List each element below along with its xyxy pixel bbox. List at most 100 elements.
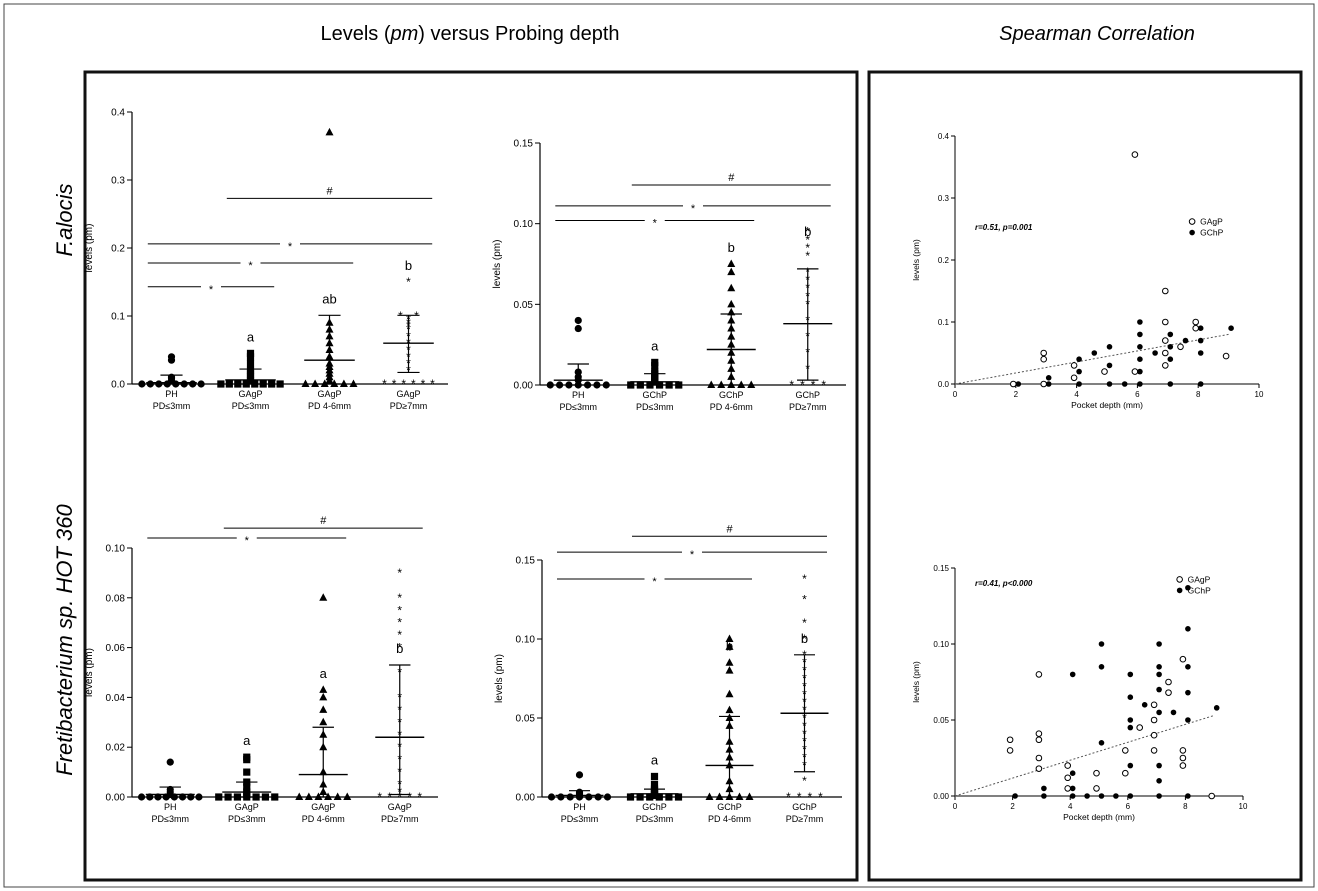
data-point bbox=[1064, 785, 1071, 792]
data-point bbox=[1185, 793, 1191, 799]
dot-plot-2: 0.00 0.02 0.04 0.06 0.08 0.10 levels (pm) PH PD≤… bbox=[84, 515, 438, 824]
data-point bbox=[246, 360, 255, 368]
x-tick-label: GChP bbox=[795, 390, 820, 400]
data-point bbox=[674, 793, 683, 801]
data-point bbox=[651, 358, 659, 367]
data-point bbox=[627, 381, 635, 389]
data-point bbox=[1098, 641, 1105, 647]
x-tick-label: PD≤3mm bbox=[636, 402, 673, 412]
y-tick-label: 0.06 bbox=[106, 643, 126, 654]
data-point bbox=[217, 380, 225, 388]
data-point: * bbox=[421, 377, 426, 391]
data-point bbox=[1179, 762, 1187, 769]
bracket-symbol: * bbox=[209, 284, 214, 296]
data-point bbox=[575, 771, 584, 779]
data-point bbox=[1131, 151, 1139, 158]
data-point bbox=[1122, 769, 1129, 777]
data-point bbox=[650, 780, 659, 788]
x-tick-label: PD≤3mm bbox=[561, 814, 598, 824]
data-point: * bbox=[397, 591, 402, 605]
x-tick-label: PH bbox=[572, 390, 585, 400]
y-tick-label: 0.02 bbox=[106, 743, 126, 754]
y-tick-label: 0.15 bbox=[516, 556, 536, 567]
data-point bbox=[650, 772, 659, 781]
significance-letter: b bbox=[405, 258, 412, 273]
y-tick-label: 0.05 bbox=[516, 714, 536, 725]
data-point bbox=[314, 792, 323, 800]
data-point bbox=[555, 381, 564, 389]
correlation-annotation: r=0.41, p<0.000 bbox=[975, 579, 1033, 588]
data-point bbox=[1182, 337, 1189, 344]
data-point bbox=[1127, 671, 1134, 678]
data-point bbox=[1064, 762, 1071, 769]
data-point bbox=[1156, 686, 1162, 693]
x-tick-label: GAgP bbox=[238, 389, 262, 399]
legend-marker bbox=[1176, 587, 1183, 594]
bracket-symbol: # bbox=[726, 523, 733, 535]
data-point bbox=[1006, 736, 1014, 744]
data-point bbox=[727, 267, 736, 276]
data-point bbox=[1093, 785, 1100, 792]
data-point: * bbox=[382, 377, 387, 391]
data-point bbox=[319, 705, 328, 713]
significance-letter: b bbox=[801, 631, 808, 646]
x-tick-label: PH bbox=[165, 389, 178, 399]
data-point bbox=[1185, 689, 1191, 696]
data-point bbox=[1167, 344, 1174, 350]
data-point bbox=[737, 380, 746, 388]
data-point bbox=[593, 381, 601, 389]
dot-plot-1: 0.00 0.05 0.10 0.15 levels (pm) PH PD≤3mm GChP P… bbox=[492, 139, 846, 412]
bracket-symbol: * bbox=[690, 549, 695, 561]
data-point bbox=[1070, 362, 1078, 369]
significance-letter: b bbox=[728, 240, 735, 255]
left-panel-frame bbox=[83, 70, 859, 882]
x-tick-label: 8 bbox=[1183, 802, 1188, 811]
data-point bbox=[1091, 350, 1098, 356]
dot-plot-0: 0.0 0.1 0.2 0.3 0.4 levels (pm) PH PD≤3mm GAgP PD… bbox=[84, 108, 448, 411]
x-tick-label: 10 bbox=[1239, 802, 1248, 811]
data-point bbox=[146, 380, 154, 388]
x-tick-label: PH bbox=[573, 802, 586, 812]
data-point bbox=[735, 792, 744, 800]
data-point bbox=[1045, 381, 1052, 387]
data-point bbox=[636, 381, 644, 389]
data-point: * bbox=[789, 378, 794, 392]
x-tick-label: 2 bbox=[1014, 390, 1019, 399]
x-tick-label: GAgP bbox=[396, 389, 420, 399]
data-point bbox=[1156, 778, 1162, 784]
data-point bbox=[1150, 701, 1158, 709]
data-point bbox=[1069, 671, 1076, 678]
data-point bbox=[1106, 344, 1113, 350]
data-point bbox=[197, 380, 205, 388]
data-point bbox=[1012, 793, 1018, 799]
data-point bbox=[1069, 770, 1076, 776]
data-point: * bbox=[397, 628, 402, 642]
significance-letter: b bbox=[726, 639, 733, 654]
data-point bbox=[1106, 381, 1113, 387]
x-tick-label: PD≥7mm bbox=[789, 402, 826, 412]
data-point bbox=[717, 380, 726, 388]
legend-label: GAgP bbox=[1200, 217, 1223, 227]
data-point bbox=[1069, 785, 1076, 792]
data-point bbox=[1165, 689, 1172, 696]
data-point bbox=[1185, 584, 1191, 591]
legend-marker bbox=[1188, 218, 1196, 225]
data-point bbox=[319, 717, 328, 726]
data-point bbox=[715, 792, 724, 800]
data-point bbox=[339, 379, 348, 387]
bracket-symbol: * bbox=[288, 241, 293, 253]
y-tick-label: 0.00 bbox=[514, 381, 534, 392]
x-tick-label: GAgP bbox=[235, 802, 259, 812]
data-point bbox=[1167, 331, 1174, 338]
y-tick-label: 0.4 bbox=[938, 132, 950, 141]
y-tick-label: 0.10 bbox=[514, 219, 534, 230]
x-tick-label: GAgP bbox=[311, 802, 335, 812]
data-point bbox=[594, 793, 602, 801]
data-point bbox=[1162, 318, 1169, 326]
data-point bbox=[319, 685, 328, 693]
x-tick-label: GChP bbox=[717, 802, 742, 812]
data-point: * bbox=[414, 309, 419, 323]
x-tick-label: PD 4-6mm bbox=[302, 814, 345, 824]
y-tick-label: 0.2 bbox=[111, 244, 125, 255]
y-axis-label: levels (pm) bbox=[911, 661, 921, 703]
